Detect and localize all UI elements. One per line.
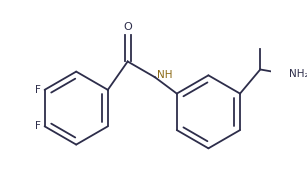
Text: F: F [35,85,41,95]
Text: F: F [35,121,41,131]
Text: O: O [123,22,132,32]
Text: NH₂: NH₂ [289,69,307,79]
Text: NH: NH [157,70,173,80]
